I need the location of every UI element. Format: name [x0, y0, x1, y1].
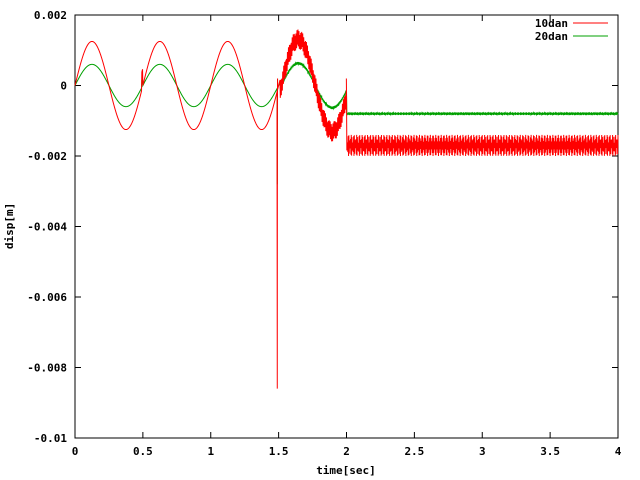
- axis-ticks: [74, 14, 619, 439]
- x-tick-label: 1.5: [269, 445, 289, 458]
- y-tick-label: -0.008: [27, 362, 67, 375]
- y-tick-label: 0: [60, 80, 67, 93]
- x-tick-label: 3.5: [540, 445, 560, 458]
- x-tick-label: 2.5: [404, 445, 424, 458]
- axis-tick-labels: 0 0.5 1 1.5 2 2.5 3 3.5 4 0.002 0 -0.002 -0.004 -0.00…: [27, 9, 621, 458]
- y-tick-label: 0.002: [34, 9, 67, 22]
- x-axis-title: time[sec]: [316, 464, 376, 477]
- x-tick-label: 2: [343, 445, 350, 458]
- y-tick-label: -0.004: [27, 221, 67, 234]
- y-tick-label: -0.006: [27, 291, 67, 304]
- x-tick-label: 4: [615, 445, 622, 458]
- legend-label-10dan: 10dan: [535, 17, 568, 30]
- x-tick-label: 3: [479, 445, 486, 458]
- x-tick-label: 0: [72, 445, 79, 458]
- y-tick-label: -0.002: [27, 150, 67, 163]
- y-axis-title: disp[m]: [3, 203, 16, 249]
- x-tick-label: 1: [207, 445, 214, 458]
- x-tick-label: 0.5: [133, 445, 153, 458]
- legend-label-20dan: 20dan: [535, 30, 568, 43]
- series-line-10dan: [74, 29, 619, 389]
- y-tick-label: -0.01: [34, 432, 67, 445]
- series-layer: [74, 29, 619, 389]
